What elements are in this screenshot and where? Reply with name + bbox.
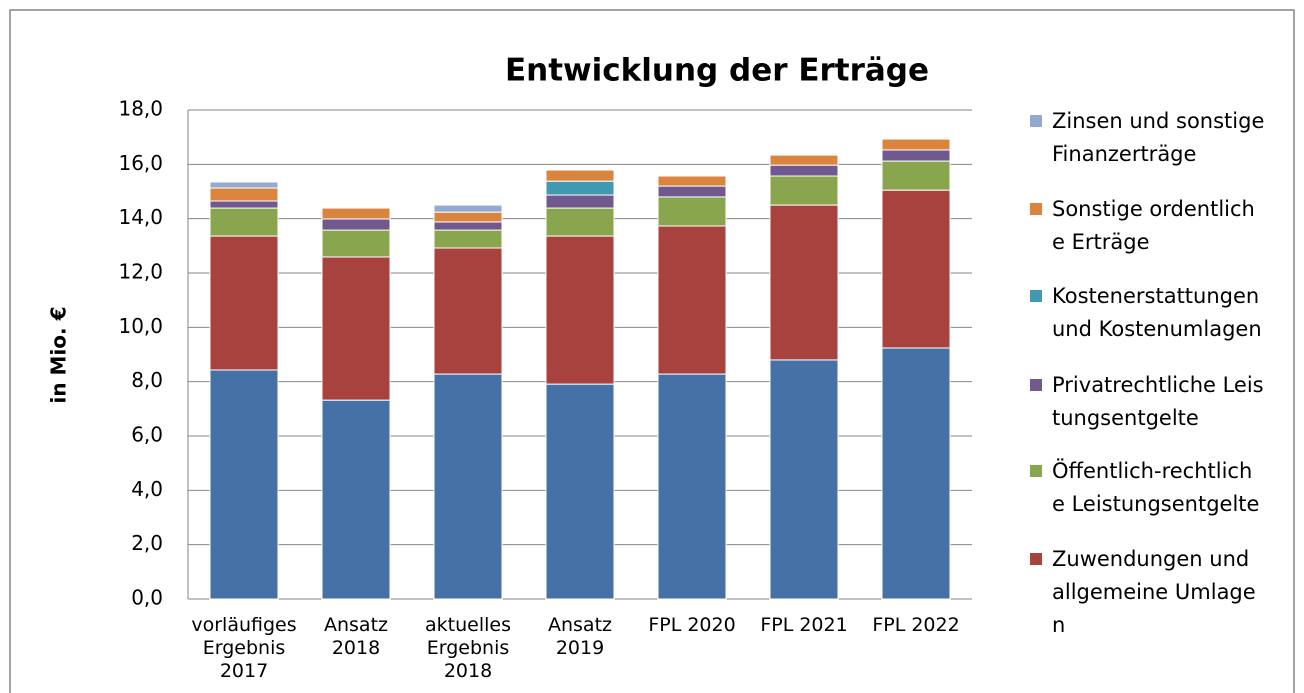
legend-label: Öffentlich-rechtliche Leistungsentgelte: [1052, 459, 1260, 516]
bar-segment: [545, 180, 615, 196]
x-tick-label: FPL 2022: [872, 614, 960, 636]
bar-segment: [321, 229, 391, 258]
x-tick-label: Ansatz 2018: [323, 614, 388, 659]
legend-item: Zinsen und sonstige Finanzerträge: [1030, 105, 1265, 171]
legend-swatch: [1030, 379, 1042, 391]
y-tick-label: 4,0: [131, 477, 163, 501]
bar-segment: [545, 169, 615, 182]
bar-segment: [657, 175, 727, 187]
legend-label: Sonstige ordentliche Erträge: [1052, 197, 1255, 254]
bar-segment: [657, 373, 727, 600]
y-tick-label: 8,0: [131, 368, 163, 392]
bar-segment: [769, 204, 839, 361]
y-tick-label: 10,0: [118, 314, 163, 338]
legend-swatch: [1030, 203, 1042, 215]
bar-segment: [545, 207, 615, 237]
bar-segment: [209, 369, 279, 600]
bar-segment: [881, 149, 951, 162]
bar-segment: [657, 225, 727, 375]
y-tick-label: 18,0: [118, 97, 163, 121]
y-tick-label: 14,0: [118, 205, 163, 229]
y-tick-label: 2,0: [131, 531, 163, 555]
legend-swatch: [1030, 115, 1042, 127]
bar-segment: [881, 347, 951, 600]
x-tick-label: FPL 2020: [648, 614, 736, 636]
legend-item: Kostenerstattungen und Kostenumlagen: [1030, 280, 1265, 346]
y-tick-label: 6,0: [131, 423, 163, 447]
bar-segment: [769, 164, 839, 177]
bar-segment: [545, 194, 615, 209]
bar-segment: [769, 359, 839, 600]
y-tick-label: 0,0: [131, 586, 163, 610]
bar-segment: [433, 204, 503, 213]
bar-segment: [433, 221, 503, 231]
bar-segment: [433, 211, 503, 223]
bar-segment: [881, 189, 951, 349]
bar-segment: [769, 154, 839, 166]
bar-segment: [545, 235, 615, 385]
legend-item: Zuwendungen und allgemeine Umlagen: [1030, 543, 1265, 642]
x-tick-label: FPL 2021: [760, 614, 848, 636]
legend-swatch: [1030, 553, 1042, 565]
bar-segment: [209, 181, 279, 189]
bar-segment: [881, 160, 951, 191]
bar-segment: [209, 187, 279, 202]
legend-label: Privatrechtliche Leistungsentgelte: [1052, 373, 1264, 430]
y-axis-label: in Mio. €: [47, 306, 71, 403]
x-tick-label: aktuelles Ergebnis 2018: [425, 614, 511, 682]
x-tick-label: Ansatz 2019: [547, 614, 612, 659]
bar-segment: [657, 196, 727, 227]
bar-segment: [657, 185, 727, 198]
legend-label: Zinsen und sonstige Finanzerträge: [1052, 109, 1265, 166]
bar-segment: [545, 383, 615, 600]
bar-segment: [321, 256, 391, 401]
bar-segment: [209, 200, 279, 209]
bar-segment: [433, 229, 503, 249]
legend-swatch: [1030, 290, 1042, 302]
bar-segment: [321, 399, 391, 600]
bar-segment: [209, 235, 279, 371]
chart-frame: [9, 9, 1295, 693]
bar-segment: [881, 138, 951, 151]
legend-item: Sonstige ordentliche Erträge: [1030, 193, 1265, 259]
bar-segment: [209, 207, 279, 237]
bar-segment: [433, 373, 503, 600]
bar-segment: [769, 175, 839, 206]
bar-segment: [321, 207, 391, 220]
legend-item: Privatrechtliche Leistungsentgelte: [1030, 369, 1265, 435]
bar-segment: [433, 247, 503, 375]
x-tick-label: vorläufiges Ergebnis 2017: [191, 614, 297, 682]
legend-swatch: [1030, 465, 1042, 477]
bar-segment: [321, 218, 391, 231]
legend-label: Kostenerstattungen und Kostenumlagen: [1052, 284, 1262, 341]
legend-label: Zuwendungen und allgemeine Umlagen: [1052, 547, 1256, 637]
legend-item: Öffentlich-rechtliche Leistungsentgelte: [1030, 455, 1265, 521]
y-tick-label: 12,0: [118, 260, 163, 284]
y-tick-label: 16,0: [118, 151, 163, 175]
chart-title: Entwicklung der Erträge: [505, 53, 929, 89]
